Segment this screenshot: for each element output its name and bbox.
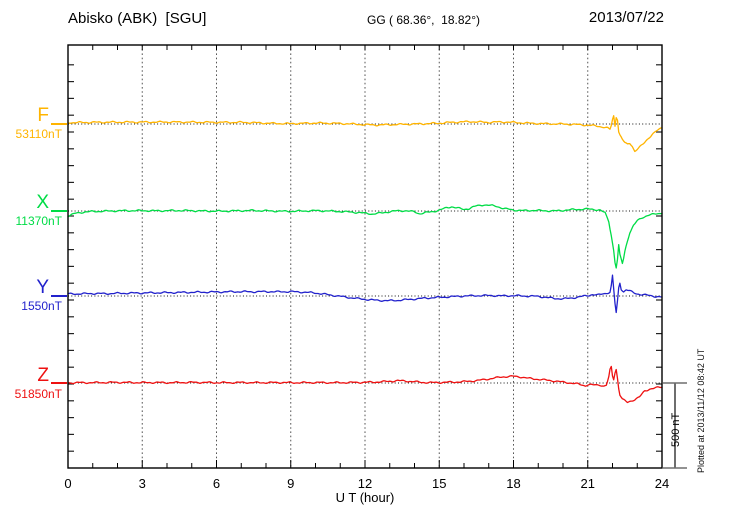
x-tick-label: 12	[357, 476, 373, 491]
plot-frame	[67, 44, 663, 469]
series-label-x: X	[36, 192, 49, 213]
series-legend-y: Y 1550nT	[0, 278, 62, 313]
station-title: Abisko (ABK) [SGU]	[68, 10, 207, 27]
x-tick-label: 24	[654, 476, 670, 491]
series-legend-z: Z 51850nT	[0, 366, 62, 401]
x-tick-label: 0	[64, 476, 72, 491]
series-label-f: F	[37, 105, 49, 126]
plot-date: 2013/07/22	[588, 9, 664, 26]
series-label-y: Y	[36, 277, 49, 298]
trace-Y	[67, 274, 663, 314]
trace-X	[67, 204, 663, 269]
x-tick-label: 3	[138, 476, 146, 491]
series-baseline-y: 1550nT	[21, 299, 62, 313]
x-axis-title: U T (hour)	[335, 490, 395, 505]
series-baseline-f: 53110nT	[15, 127, 62, 141]
x-tick-label: 21	[580, 476, 595, 491]
trace-F	[67, 115, 663, 153]
series-legend-x: X 11370nT	[0, 193, 62, 228]
series-baseline-z: 51850nT	[14, 387, 62, 401]
series-legend-f: F 53110nT	[0, 106, 62, 141]
x-axis-labels: 0 3 6 9 12 15 18 21 24	[0, 476, 730, 492]
x-tick-label: 18	[506, 476, 521, 491]
series-label-z: Z	[37, 365, 49, 386]
geographic-coordinates: GG ( 68.36°, 18.82°)	[367, 13, 480, 27]
x-tick-label: 9	[287, 476, 295, 491]
scale-bar-label: 500 nT	[670, 412, 682, 447]
trace-Z	[67, 365, 663, 404]
x-tick-label: 6	[212, 476, 221, 491]
x-tick-label: 15	[432, 476, 447, 491]
series-baseline-x: 11370nT	[15, 214, 62, 228]
plotted-at-note: Plotted at 2013/11/12 08:42 UT	[696, 348, 706, 473]
